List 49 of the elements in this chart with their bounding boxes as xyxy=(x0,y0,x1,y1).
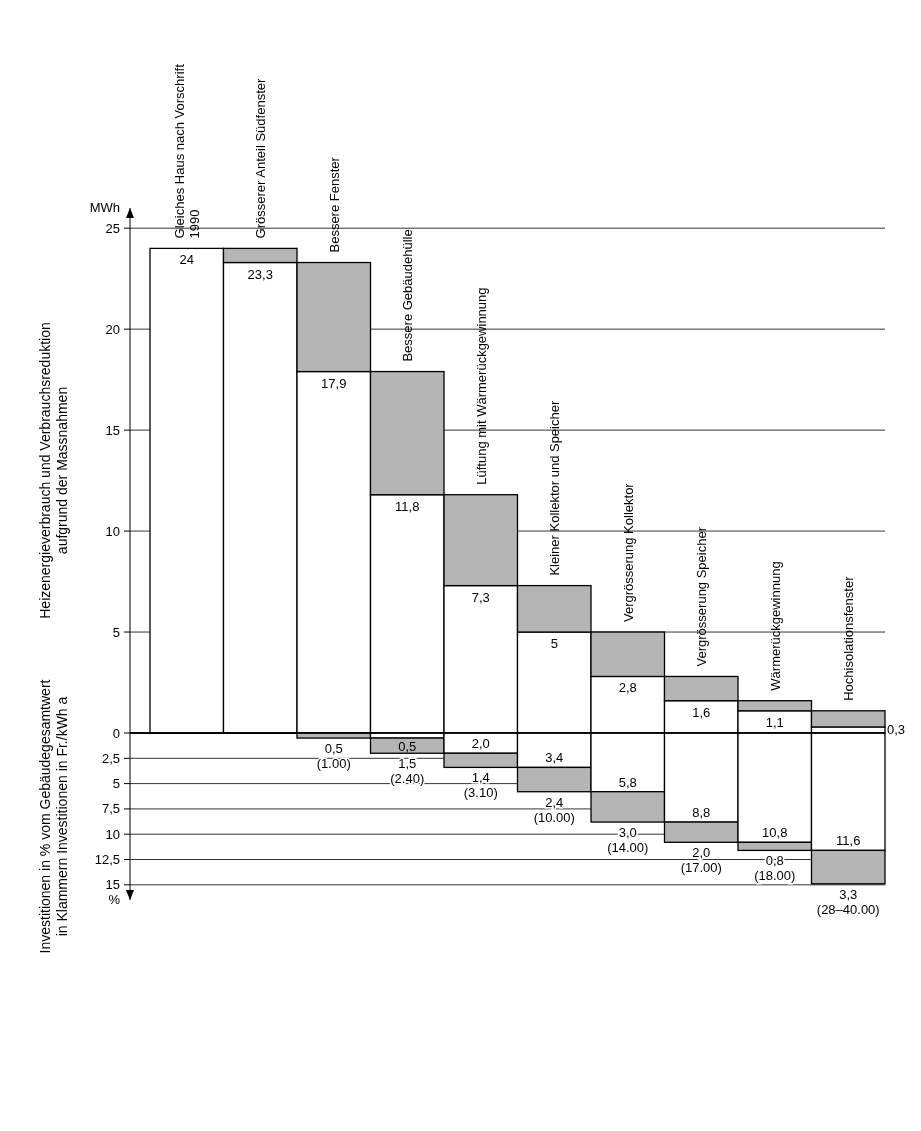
data-label: 11,6 xyxy=(836,833,861,849)
data-label: 2,8 xyxy=(618,680,637,696)
y-tick-label: 25 xyxy=(105,220,120,236)
x-tick-label: Vergrösserung Speicher xyxy=(694,526,710,667)
data-label: 24 xyxy=(179,252,194,268)
y-tick-label: 15 xyxy=(105,422,120,438)
x-tick-label: Bessere Gebäudehülle xyxy=(400,229,416,362)
data-label: 7,3 xyxy=(471,589,490,605)
y-tick-label: 7,5 xyxy=(101,801,120,817)
data-label: 17,9 xyxy=(321,375,347,391)
x-tick-label: Bessere Fenster xyxy=(326,156,342,253)
text: % xyxy=(108,892,121,907)
data-label: 10,8 xyxy=(762,825,788,841)
data-label: 23,3 xyxy=(247,266,273,282)
x-tick-label: Vergrösserung Kollektor xyxy=(620,482,636,623)
y-axis-title: Heizenergieverbrauch und Verbrauchsreduktion aufgrund der Massnahmen xyxy=(37,322,70,619)
x-tick-label: Kleiner Kollektor und Speicher xyxy=(547,400,563,576)
data-label: 1,5 (2.40) xyxy=(390,756,425,787)
data-label: 2,0 xyxy=(471,736,490,752)
data-label: 11,8 xyxy=(395,498,420,514)
data-label: 1,4 (3.10) xyxy=(463,770,498,801)
y-tick-label: 5 xyxy=(112,776,120,792)
y-tick-label: 0 xyxy=(112,725,120,741)
y-tick-label: 5 xyxy=(112,624,120,640)
data-label: 5,8 xyxy=(618,774,637,790)
x-tick-label: Wärmerückgewinnung xyxy=(767,561,783,691)
x-tick-label: Grösserer Anteil Südfenster xyxy=(253,78,269,239)
x-tick-label: Gleiches Haus nach Vorschrift 1990 xyxy=(172,63,203,239)
data-label: 8,8 xyxy=(692,805,711,821)
y-tick-label: 12,5 xyxy=(94,852,120,868)
text: MWh xyxy=(89,200,120,215)
data-label: 2,0 (17.00) xyxy=(680,845,722,876)
data-label: 0,3 xyxy=(887,722,906,738)
y-tick-label: 10 xyxy=(105,523,120,539)
y-tick-label: 15 xyxy=(105,877,120,893)
y-axis-title: Investitionen in % vom Gebäudegesamtwert in Klammern Investitionen in Fr./kWh a xyxy=(37,679,70,954)
x-tick-label: Hochisolationsfenster xyxy=(841,575,857,701)
data-label: 0,5 xyxy=(398,739,417,755)
y-tick-label: 20 xyxy=(105,321,120,337)
data-label: 3,3 (28–40.00) xyxy=(816,886,880,917)
data-label: 0,5 (1.00) xyxy=(316,741,351,772)
data-label: 1,6 xyxy=(692,704,711,720)
data-label: 3,4 xyxy=(545,750,564,766)
x-tick-label: Lüftung mit Wärmerückgewinnung xyxy=(473,287,489,485)
y-tick-label: 2,5 xyxy=(101,750,120,766)
data-label: 2,4 (10.00) xyxy=(533,794,575,825)
y-tick-label: 10 xyxy=(105,826,120,842)
data-label: 5 xyxy=(550,636,558,652)
data-label: 1,1 xyxy=(765,714,784,730)
